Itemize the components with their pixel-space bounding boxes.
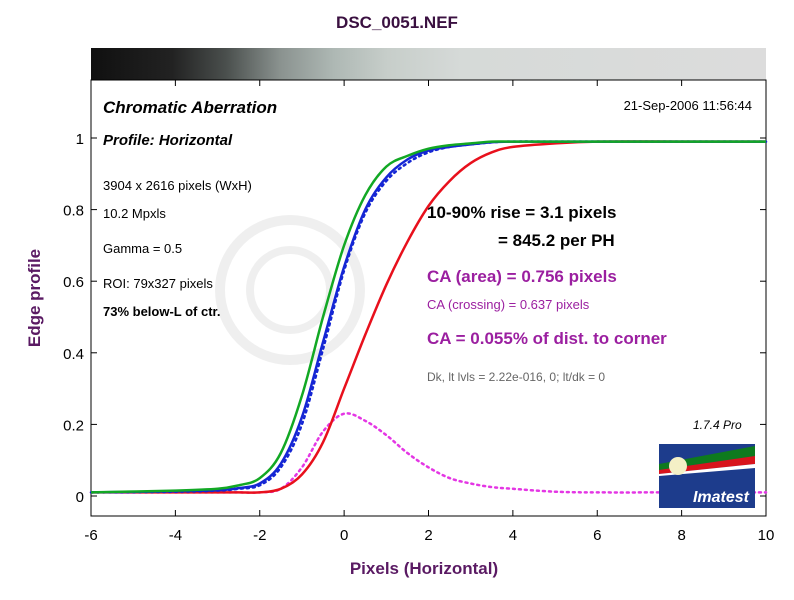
- x-tick-label: 0: [340, 527, 348, 544]
- x-tick-label: 10: [758, 527, 775, 544]
- logo-text: Imatest: [693, 489, 750, 506]
- x-tick-label: 6: [593, 527, 601, 544]
- y-tick-label: 1: [76, 131, 84, 148]
- x-tick-label: 2: [424, 527, 432, 544]
- x-axis-label: Pixels (Horizontal): [350, 559, 498, 578]
- ca-percent-text: CA = 0.055% of dist. to corner: [427, 329, 667, 348]
- green-solid-series-line: [90, 140, 766, 494]
- panel-subheading: Profile: Horizontal: [103, 132, 233, 149]
- ca-area-text: CA (area) = 0.756 pixels: [427, 267, 617, 286]
- imatest-logo: Imatest: [659, 444, 755, 508]
- y-axis-label: Edge profile: [25, 249, 44, 347]
- rise-text: 10-90% rise = 3.1 pixels: [427, 203, 617, 222]
- axis-ticks: [90, 80, 767, 516]
- x-tick-label: -2: [253, 527, 266, 544]
- y-tick-label: 0: [76, 489, 84, 506]
- info-line: 10.2 Mpxls: [103, 206, 166, 221]
- info-line: ROI: 79x327 pixels: [103, 276, 213, 291]
- plot-frame: [90, 79, 767, 517]
- series-layer: [89, 140, 768, 494]
- dk-text: Dk, lt lvls = 2.22e-016, 0; lt/dk = 0: [427, 370, 605, 384]
- x-tick-label: 8: [677, 527, 685, 544]
- x-tick-label: -6: [84, 527, 97, 544]
- y-tick-label: 0.6: [63, 274, 84, 291]
- red-solid-series-line: [91, 140, 766, 494]
- x-tick-label: 4: [509, 527, 517, 544]
- info-line: 3904 x 2616 pixels (WxH): [103, 178, 252, 193]
- version-text: 1.7.4 Pro: [693, 418, 742, 432]
- grayscale-ramp: [91, 48, 766, 80]
- panel-heading: Chromatic Aberration: [103, 98, 277, 117]
- y-tick-label: 0.4: [63, 346, 84, 363]
- y-tick-label: 0.2: [63, 417, 84, 434]
- axis-tick-labels: -6 -4 -2 0 2 4 6 8 10 0 0.2 0.4 0.6 0.8 1: [63, 131, 774, 544]
- x-tick-label: -4: [169, 527, 182, 544]
- info-bold-line: 73% below-L of ctr.: [103, 304, 221, 319]
- y-tick-label: 0.8: [63, 203, 84, 220]
- info-line: Gamma = 0.5: [103, 241, 182, 256]
- per-ph-text: = 845.2 per PH: [498, 231, 615, 250]
- timestamp: 21-Sep-2006 11:56:44: [624, 98, 752, 113]
- figure-title: DSC_0051.NEF: [336, 13, 458, 32]
- ca-crossing-text: CA (crossing) = 0.637 pixels: [427, 297, 590, 312]
